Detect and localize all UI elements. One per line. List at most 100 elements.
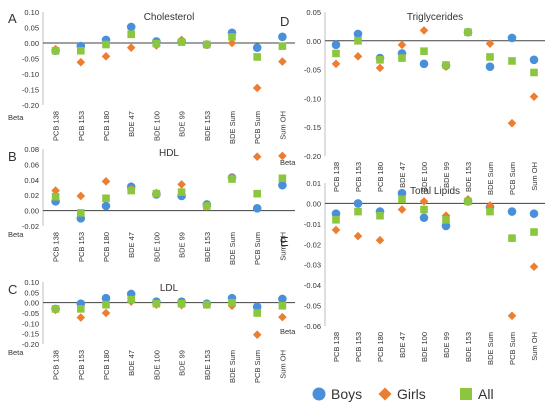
panel-e-point-all-bde-100	[420, 205, 428, 214]
panel-b-point-girls-pcb-180	[101, 177, 111, 186]
panel-d-xtick-pcb-180: PCB 180	[376, 162, 385, 192]
panel-e-point-all-bde-153	[464, 197, 472, 206]
panel-e-ytick-7: -0.06	[304, 322, 321, 331]
panel-b-xtick-sum-oh: Sum OH	[278, 232, 287, 261]
panel-c-point-boys-sum-oh	[278, 294, 287, 304]
panel-e-ytick-5: -0.04	[304, 281, 321, 290]
panel-b-point-all-bde-99	[177, 188, 186, 196]
panel-a-point-boys-pcb-sum	[252, 43, 262, 52]
panel-a-xtick-bde-47: BDE 47	[127, 111, 136, 137]
panel-a-xtick-pcb-sum: PCB Sum	[253, 111, 262, 144]
panel-b-ytick-4: 0.00	[24, 207, 39, 216]
panel-d-ytick-2: -0.05	[304, 66, 321, 75]
panel-d-ytick-3: -0.10	[304, 94, 321, 103]
panel-e-ytick-6: -0.05	[304, 302, 321, 311]
panel-b-point-all-pcb-180	[102, 194, 110, 203]
panel-a-title: Cholesterol	[144, 12, 195, 23]
panel-c-point-boys-pcb-180	[101, 293, 111, 303]
panel-b-point-girls-sum-oh	[278, 151, 287, 161]
panel-a-point-girls-sum-oh	[278, 57, 287, 66]
panel-a-point-girls-pcb-sum	[252, 83, 262, 93]
panel-e-point-boys-pcb-153	[353, 199, 363, 208]
panel-a-ytick-1: 0.05	[24, 24, 39, 33]
panel-a-point-all-bde-100	[152, 39, 161, 48]
panel-e-point-girls-pcb-180	[375, 235, 385, 245]
panel-a-point-boys-bde-47	[126, 22, 136, 32]
panel-c-point-all-sum-oh	[278, 301, 287, 310]
panel-c-point-all-bde-100	[152, 299, 161, 308]
panel-c-point-all-pcb-180	[102, 300, 110, 309]
panel-b-ylabel: Beta	[8, 230, 24, 239]
panel-b-point-boys-sum-oh	[278, 180, 287, 190]
legend-marker-girls	[378, 387, 392, 401]
panel-a-ytick-0: 0.10	[24, 8, 39, 17]
panel-b-title: HDL	[159, 148, 179, 159]
panel-d-point-all-pcb-180	[376, 56, 384, 64]
panel-e-xtick-pcb-138: PCB 138	[332, 332, 341, 362]
panel-e-point-boys-pcb-138	[331, 209, 341, 218]
panel-e-point-boys-bde-99	[441, 221, 451, 231]
panel-c-point-girls-pcb-153	[76, 313, 86, 322]
panel-b-xtick-bde-153: BDE 153	[203, 232, 212, 262]
panel-c-xtick-bde-153: BDE 153	[203, 350, 212, 380]
panel-c-xtick-bde-100: BDE 100	[152, 350, 161, 380]
panel-a-xtick-bde-100: BDE 100	[152, 111, 161, 141]
panel-e-xtick-bde-99: BDE 99	[442, 332, 451, 358]
panel-a-ytick-4: -0.10	[22, 70, 39, 79]
panel-a-point-girls-bde-sum	[227, 38, 237, 48]
panel-d-point-girls-sum-oh	[529, 92, 539, 101]
panel-b-point-girls-bde-99	[177, 180, 186, 189]
panel-e-xtick-pcb-sum: PCB Sum	[508, 332, 517, 365]
panel-e-xtick-sum-oh: Sum OH	[530, 332, 539, 361]
panel-d-title: Triglycerides	[407, 12, 463, 23]
panel-c-xtick-pcb-153: PCB 153	[77, 350, 86, 380]
panel-b-point-girls-pcb-138	[51, 186, 60, 195]
panel-d-xtick-pcb-153: PCB 153	[354, 162, 363, 192]
panel-b-point-girls-pcb-sum	[252, 152, 262, 161]
panel-e-point-girls-bde-47	[397, 205, 407, 214]
panel-a-letter: A	[8, 11, 17, 26]
panel-e-point-all-pcb-153	[354, 207, 362, 216]
panel-a-xtick-pcb-153: PCB 153	[77, 111, 86, 141]
panel-d-xtick-bde-100: BDE 100	[420, 162, 429, 192]
panel-e-point-all-bde-sum	[486, 207, 494, 216]
panel-c-xtick-sum-oh: Sum OH	[278, 350, 287, 379]
panel-a-point-all-bde-153	[203, 40, 211, 49]
legend-marker-all	[460, 388, 472, 400]
panel-e-point-all-bde-47	[398, 195, 406, 204]
panel-c-point-girls-pcb-180	[101, 308, 111, 318]
panel-a-point-girls-pcb-153	[76, 57, 86, 67]
panel-e-point-boys-bde-47	[397, 188, 407, 198]
panel-d-xtick-bde-47: BDE 47	[398, 162, 407, 188]
panel-a-xtick-sum-oh: Sum OH	[278, 111, 287, 140]
panel-a-ytick-5: -0.15	[22, 86, 39, 95]
panel-b-xtick-pcb-sum: PCB Sum	[253, 232, 262, 265]
panel-b-letter: B	[8, 149, 17, 164]
panel-e-point-all-pcb-sum	[508, 234, 516, 242]
panel-c-point-all-bde-99	[177, 299, 186, 308]
panel-d-xtick-bde-99: BDE 99	[442, 162, 451, 188]
panel-e-point-girls-bde-100	[419, 197, 429, 206]
panel-d-point-girls-bde-100	[419, 26, 429, 35]
panel-d-point-all-pcb-sum	[508, 57, 516, 65]
panel-a-ytick-3: -0.05	[22, 55, 39, 64]
panel-e-ytick-3: -0.02	[304, 240, 321, 249]
panel-e-point-girls-bde-99	[441, 211, 451, 220]
panel-b-xtick-pcb-153: PCB 153	[77, 232, 86, 262]
panel-d-point-all-bde-sum	[486, 53, 494, 61]
panel-b-xtick-bde-sum: BDE Sum	[228, 232, 237, 265]
panel-d-ytick-5: -0.20	[304, 152, 321, 161]
panel-e-xtick-pcb-153: PCB 153	[354, 332, 363, 362]
panel-c-point-all-bde-sum	[228, 298, 236, 307]
panel-d-ylabel: Beta	[280, 158, 296, 167]
panel-d-point-boys-bde-sum	[485, 62, 495, 72]
panel-d-xtick-bde-153: BDE 153	[464, 162, 473, 192]
panel-b-point-all-pcb-sum	[253, 189, 261, 198]
panel-c-letter: C	[8, 282, 17, 297]
panel-a-xtick-bde-sum: BDE Sum	[228, 111, 237, 144]
panel-a-point-boys-sum-oh	[278, 32, 287, 42]
panel-b-point-all-bde-sum	[228, 175, 236, 183]
panel-a-point-all-pcb-138	[51, 46, 60, 55]
panel-b-ytick-5: -0.02	[22, 222, 39, 231]
